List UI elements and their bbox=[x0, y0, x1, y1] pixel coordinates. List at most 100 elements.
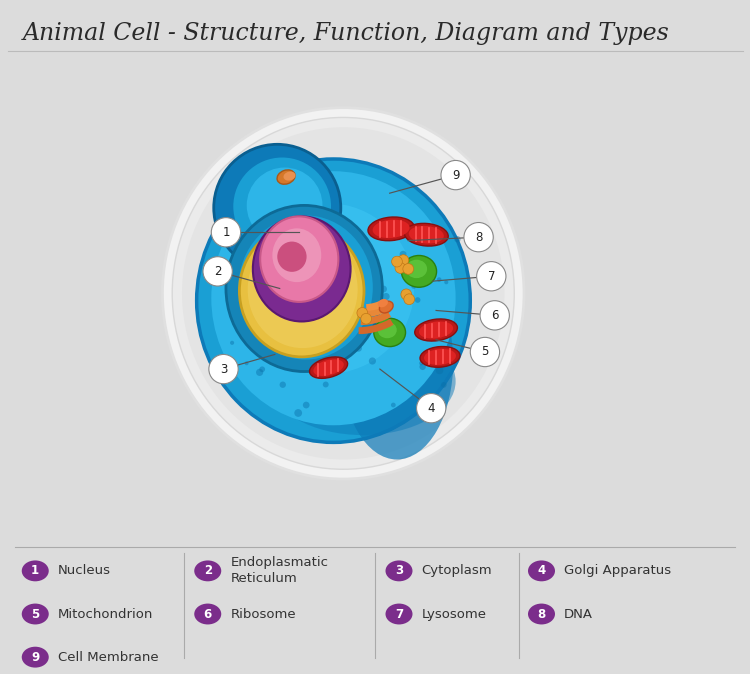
Circle shape bbox=[382, 293, 390, 300]
Ellipse shape bbox=[253, 216, 350, 321]
Circle shape bbox=[357, 307, 368, 318]
Ellipse shape bbox=[284, 172, 296, 181]
Circle shape bbox=[464, 222, 494, 252]
Ellipse shape bbox=[214, 144, 340, 272]
Ellipse shape bbox=[194, 604, 221, 624]
Ellipse shape bbox=[247, 168, 322, 243]
Text: 1: 1 bbox=[222, 226, 230, 239]
Ellipse shape bbox=[409, 226, 444, 243]
Point bbox=[179, 549, 188, 557]
Ellipse shape bbox=[528, 604, 555, 624]
Text: 2: 2 bbox=[204, 564, 212, 578]
Circle shape bbox=[421, 355, 428, 363]
Ellipse shape bbox=[22, 560, 49, 581]
Point bbox=[179, 654, 188, 662]
Ellipse shape bbox=[196, 159, 470, 442]
Ellipse shape bbox=[239, 225, 364, 357]
Text: 7: 7 bbox=[488, 270, 495, 283]
Text: Animal Cell - Structure, Function, Diagram and Types: Animal Cell - Structure, Function, Diagr… bbox=[22, 22, 669, 44]
Circle shape bbox=[209, 355, 238, 384]
Ellipse shape bbox=[401, 255, 436, 287]
Text: 4: 4 bbox=[427, 402, 435, 415]
Ellipse shape bbox=[340, 264, 453, 460]
Circle shape bbox=[226, 219, 233, 226]
Circle shape bbox=[480, 301, 509, 330]
Circle shape bbox=[419, 363, 426, 370]
Ellipse shape bbox=[424, 348, 456, 365]
Circle shape bbox=[437, 277, 442, 282]
Ellipse shape bbox=[374, 318, 406, 346]
Text: Golgi Apparatus: Golgi Apparatus bbox=[564, 564, 671, 578]
Text: 4: 4 bbox=[537, 564, 545, 578]
Circle shape bbox=[266, 242, 273, 249]
Text: 1: 1 bbox=[32, 564, 39, 578]
Circle shape bbox=[211, 218, 241, 247]
Text: 8: 8 bbox=[537, 607, 545, 621]
Circle shape bbox=[280, 279, 286, 284]
Ellipse shape bbox=[238, 203, 414, 374]
Text: 9: 9 bbox=[31, 650, 39, 664]
Point bbox=[514, 654, 523, 662]
Circle shape bbox=[369, 357, 376, 365]
Ellipse shape bbox=[380, 301, 393, 313]
Text: Cytoplasm: Cytoplasm bbox=[422, 564, 492, 578]
Ellipse shape bbox=[211, 171, 456, 425]
Circle shape bbox=[404, 294, 415, 305]
Ellipse shape bbox=[270, 328, 456, 435]
Circle shape bbox=[441, 382, 447, 388]
Ellipse shape bbox=[373, 220, 410, 238]
Ellipse shape bbox=[182, 127, 505, 460]
Text: 6: 6 bbox=[491, 309, 499, 322]
Ellipse shape bbox=[420, 346, 460, 367]
Ellipse shape bbox=[248, 231, 358, 348]
Circle shape bbox=[392, 256, 402, 267]
Text: 8: 8 bbox=[475, 231, 482, 244]
Circle shape bbox=[348, 253, 355, 260]
Circle shape bbox=[232, 209, 238, 215]
Circle shape bbox=[256, 369, 263, 376]
Ellipse shape bbox=[163, 108, 524, 479]
Point bbox=[514, 549, 523, 557]
Circle shape bbox=[248, 315, 253, 319]
Circle shape bbox=[294, 409, 302, 417]
Circle shape bbox=[322, 381, 328, 388]
Text: 5: 5 bbox=[31, 607, 39, 621]
Circle shape bbox=[353, 286, 360, 293]
Ellipse shape bbox=[386, 604, 412, 624]
Ellipse shape bbox=[404, 223, 448, 246]
Ellipse shape bbox=[314, 359, 344, 376]
Text: 7: 7 bbox=[395, 607, 403, 621]
Circle shape bbox=[470, 337, 500, 367]
Ellipse shape bbox=[528, 560, 555, 581]
Ellipse shape bbox=[415, 319, 458, 341]
Ellipse shape bbox=[22, 604, 49, 624]
Point bbox=[370, 654, 380, 662]
Ellipse shape bbox=[172, 117, 514, 469]
Ellipse shape bbox=[406, 259, 427, 278]
Circle shape bbox=[361, 313, 371, 324]
Point bbox=[370, 549, 380, 557]
Ellipse shape bbox=[233, 158, 331, 255]
Circle shape bbox=[251, 344, 255, 348]
Text: Endoplasmatic
Reticulum: Endoplasmatic Reticulum bbox=[230, 556, 328, 586]
Text: 3: 3 bbox=[395, 564, 403, 578]
Ellipse shape bbox=[386, 560, 412, 581]
Circle shape bbox=[303, 402, 310, 408]
Ellipse shape bbox=[272, 228, 321, 282]
Circle shape bbox=[436, 367, 443, 374]
Ellipse shape bbox=[378, 321, 397, 338]
Text: 6: 6 bbox=[204, 607, 212, 621]
Text: 3: 3 bbox=[220, 363, 227, 375]
Ellipse shape bbox=[238, 216, 373, 359]
Circle shape bbox=[335, 241, 340, 245]
Text: 9: 9 bbox=[452, 168, 460, 181]
Ellipse shape bbox=[278, 241, 307, 272]
Text: Cell Membrane: Cell Membrane bbox=[58, 650, 158, 664]
Circle shape bbox=[411, 284, 416, 288]
Circle shape bbox=[203, 257, 232, 286]
Circle shape bbox=[318, 165, 324, 171]
Circle shape bbox=[326, 233, 334, 240]
Circle shape bbox=[444, 280, 448, 284]
Circle shape bbox=[416, 394, 446, 423]
Circle shape bbox=[274, 346, 279, 350]
